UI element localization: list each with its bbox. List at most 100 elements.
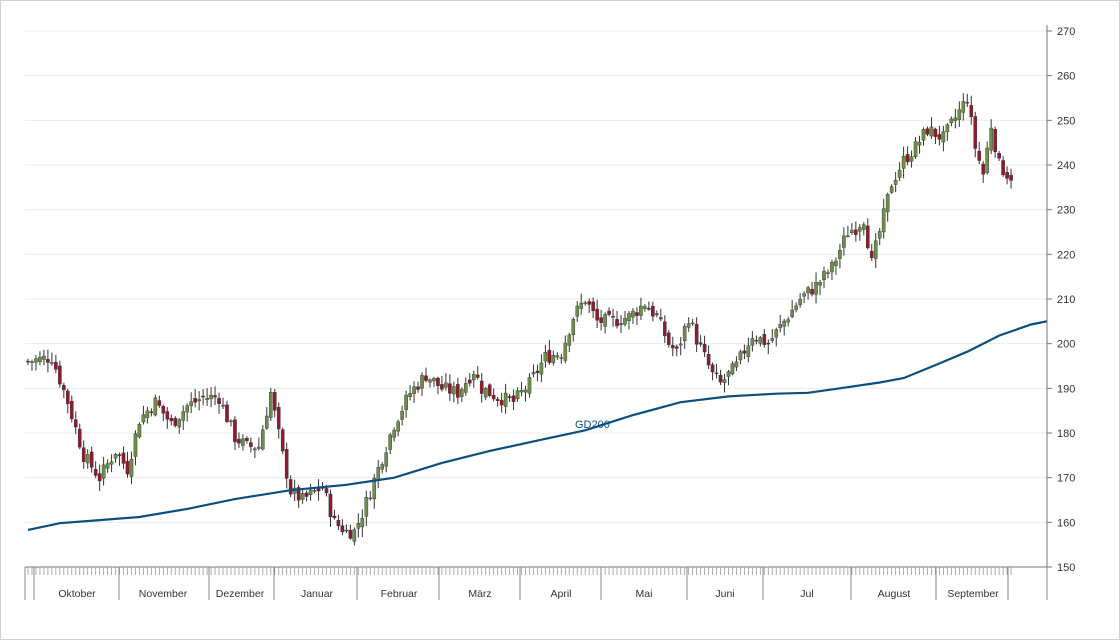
candle-up (945, 124, 950, 133)
candle-up (539, 362, 544, 375)
candle-down (810, 289, 814, 295)
candle-up (229, 420, 233, 423)
candle-up (432, 378, 436, 382)
month-label: Jul (800, 588, 813, 600)
candle-down (479, 380, 484, 394)
candle-up (515, 390, 520, 400)
candle-down (663, 321, 667, 337)
candle-up (384, 452, 389, 467)
moving-average-line (27, 320, 1048, 531)
y-tick-label: 220 (1057, 249, 1075, 261)
y-tick-label: 270 (1057, 26, 1075, 38)
candle-down (225, 404, 229, 422)
candle-up (639, 305, 643, 316)
candle-up (643, 306, 647, 309)
candle-down (611, 315, 615, 318)
candle-up (957, 109, 962, 121)
candle-down (93, 469, 98, 476)
candle-up (893, 179, 898, 185)
candle-up (428, 379, 432, 383)
candle-down (933, 128, 938, 137)
candle-up (368, 497, 373, 500)
candle-up (623, 318, 627, 325)
candle-down (62, 385, 66, 391)
candle-down (495, 398, 500, 401)
candle-up (372, 477, 377, 500)
candle-up (738, 351, 743, 361)
candle-up (404, 394, 408, 411)
candle-down (237, 438, 241, 444)
candle-up (460, 389, 464, 397)
candle-down (710, 364, 715, 373)
candle-down (213, 395, 217, 398)
candle-down (670, 345, 675, 349)
candle-down (905, 154, 910, 163)
candle-up (846, 235, 850, 238)
candle-up (364, 497, 369, 517)
candle-up (185, 405, 190, 413)
candle-up (392, 429, 396, 438)
candle-up (850, 230, 854, 233)
month-label: Oktober (58, 588, 96, 600)
candle-down (165, 411, 170, 420)
candle-down (65, 390, 70, 405)
candle-up (830, 262, 834, 273)
candle-up (842, 235, 846, 248)
month-label: Dezember (216, 588, 265, 600)
candle-up (257, 446, 261, 449)
candle-up (344, 529, 349, 532)
candle-up (253, 448, 257, 451)
candle-down (89, 451, 94, 468)
month-label: September (947, 588, 999, 600)
candle-up (109, 461, 114, 465)
month-label: Mai (636, 588, 653, 600)
candle-up (312, 490, 317, 492)
candle-down (456, 384, 460, 398)
candle-down (217, 397, 221, 404)
candle-up (129, 458, 134, 477)
candle-up (774, 329, 779, 338)
candle-down (348, 529, 353, 539)
month-label: Januar (301, 588, 334, 600)
candle-up (909, 156, 914, 162)
candle-up (101, 464, 106, 479)
candle-down (599, 317, 603, 324)
y-tick-label: 240 (1057, 160, 1075, 172)
candle-down (511, 395, 516, 402)
candle-up (750, 338, 755, 346)
candle-up (877, 231, 882, 239)
candle-up (794, 305, 798, 310)
candle-up (189, 401, 193, 407)
candle-up (563, 342, 568, 361)
candle-up (603, 314, 607, 327)
candle-up (471, 373, 476, 381)
candle-down (328, 493, 333, 518)
candle-up (862, 224, 866, 230)
candle-down (245, 438, 249, 441)
candle-down (157, 400, 162, 406)
candle-down (997, 153, 1001, 159)
y-tick-label: 170 (1057, 473, 1075, 485)
candle-down (440, 384, 444, 390)
candle-down (58, 365, 62, 385)
candle-up (197, 399, 201, 402)
candle-up (444, 382, 448, 388)
candle-up (420, 375, 424, 389)
candle-down (591, 301, 595, 312)
moving-average-layer: GD200 (27, 320, 1048, 531)
candle-up (678, 343, 683, 346)
candle-up (921, 129, 926, 141)
candle-up (834, 260, 838, 266)
candle-down (993, 128, 997, 152)
candle-up (567, 334, 572, 346)
y-tick-label: 250 (1057, 115, 1075, 127)
candle-up (205, 397, 209, 400)
candle-down (869, 250, 874, 258)
candle-down (595, 308, 599, 321)
candle-up (571, 319, 576, 336)
candle-down (161, 405, 166, 414)
month-label: August (878, 588, 911, 600)
candle-down (125, 461, 130, 475)
